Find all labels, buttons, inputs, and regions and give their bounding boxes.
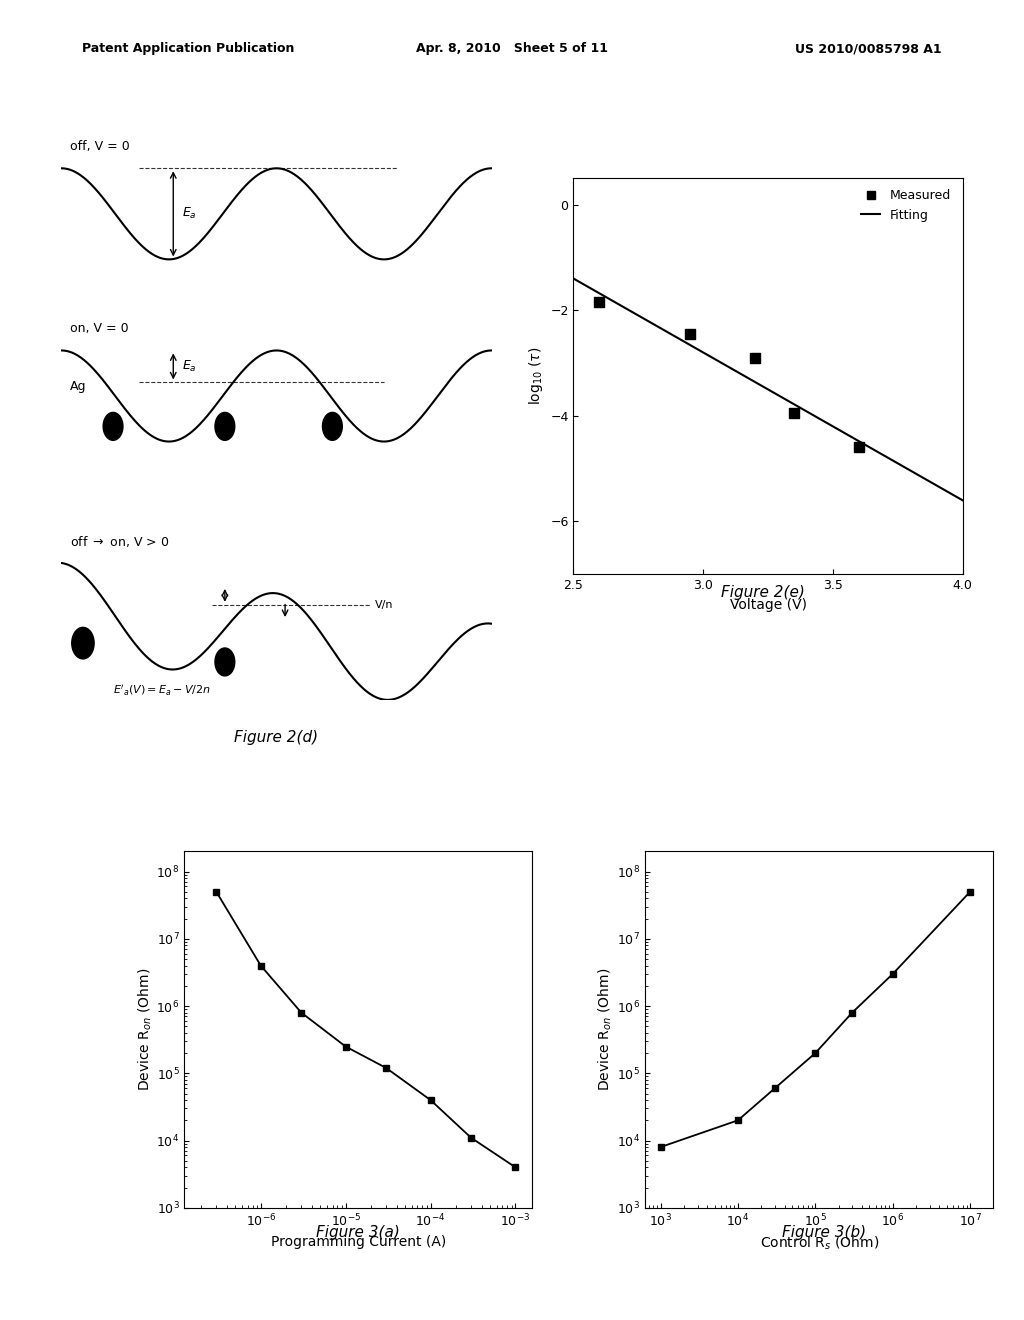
Text: on, V = 0: on, V = 0 [70,322,129,335]
Text: $E'_{a}(V)=E_a-V/2n$: $E'_{a}(V)=E_a-V/2n$ [113,682,211,698]
Point [682,323,698,345]
Text: $E_a$: $E_a$ [182,359,197,374]
Circle shape [323,412,342,441]
Point [785,403,802,424]
Circle shape [215,412,234,441]
Legend: Measured, Fitting: Measured, Fitting [856,185,956,227]
Text: off, V = 0: off, V = 0 [70,140,130,153]
X-axis label: Programming Current (A): Programming Current (A) [270,1234,446,1249]
X-axis label: Voltage (V): Voltage (V) [729,598,807,611]
Point [591,292,607,313]
Text: Ag: Ag [70,380,87,393]
Text: Figure 2(e): Figure 2(e) [721,585,805,599]
Y-axis label: Device R$_{on}$ (Ohm): Device R$_{on}$ (Ohm) [136,968,154,1092]
Text: Apr. 8, 2010   Sheet 5 of 11: Apr. 8, 2010 Sheet 5 of 11 [416,42,608,55]
Y-axis label: log$_{10}$ ($\tau$): log$_{10}$ ($\tau$) [526,347,545,405]
Text: off $\rightarrow$ on, V > 0: off $\rightarrow$ on, V > 0 [70,535,169,549]
Text: Figure 3(b): Figure 3(b) [782,1225,866,1239]
Circle shape [103,412,123,441]
Text: Patent Application Publication: Patent Application Publication [82,42,294,55]
Text: $E_a$: $E_a$ [182,206,197,222]
Circle shape [72,627,94,659]
Text: US 2010/0085798 A1: US 2010/0085798 A1 [796,42,942,55]
X-axis label: Control R$_s$ (Ohm): Control R$_s$ (Ohm) [760,1234,879,1253]
Text: V/n: V/n [376,599,394,610]
Y-axis label: Device R$_{on}$ (Ohm): Device R$_{on}$ (Ohm) [597,968,614,1092]
Text: Figure 3(a): Figure 3(a) [316,1225,400,1239]
Text: Figure 2(d): Figure 2(d) [234,730,318,744]
Point [746,347,763,368]
Point [851,437,867,458]
Circle shape [215,648,234,676]
